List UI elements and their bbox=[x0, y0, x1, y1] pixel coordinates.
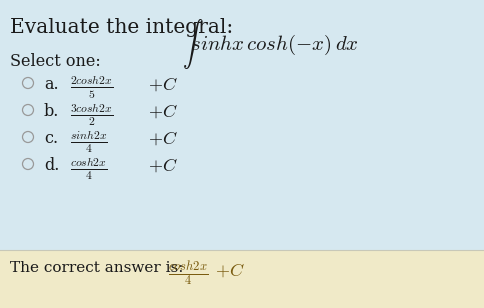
Text: $\frac{\mathit{cosh2x}}{\mathit{4}}$: $\frac{\mathit{cosh2x}}{\mathit{4}}$ bbox=[167, 260, 208, 288]
Text: $+ C$: $+ C$ bbox=[148, 76, 177, 94]
Text: b.: b. bbox=[44, 103, 59, 120]
Text: The correct answer is:: The correct answer is: bbox=[10, 261, 188, 275]
Text: $\frac{\mathit{sinh2x}}{\mathit{4}}$: $\frac{\mathit{sinh2x}}{\mathit{4}}$ bbox=[70, 128, 107, 155]
Text: $\frac{\mathit{2cosh2x}}{\mathit{5}}$: $\frac{\mathit{2cosh2x}}{\mathit{5}}$ bbox=[70, 74, 113, 101]
Text: $\int\!\mathit{sinhx}\,\mathit{cosh}(-x)\,dx$: $\int\!\mathit{sinhx}\,\mathit{cosh}(-x)… bbox=[182, 17, 358, 71]
Text: c.: c. bbox=[44, 130, 58, 147]
Text: d.: d. bbox=[44, 157, 59, 174]
Bar bbox=[0, 250, 484, 308]
Text: $+ C$: $+ C$ bbox=[148, 103, 177, 121]
Text: a.: a. bbox=[44, 76, 59, 93]
Text: $+ C$: $+ C$ bbox=[148, 130, 177, 148]
Text: $\frac{\mathit{cosh2x}}{\mathit{4}}$: $\frac{\mathit{cosh2x}}{\mathit{4}}$ bbox=[70, 155, 107, 182]
Text: Evaluate the integral:: Evaluate the integral: bbox=[10, 18, 239, 37]
Text: $\frac{\mathit{3cosh2x}}{\mathit{2}}$: $\frac{\mathit{3cosh2x}}{\mathit{2}}$ bbox=[70, 101, 113, 128]
Text: $+ C$: $+ C$ bbox=[214, 262, 244, 280]
Text: $+ C$: $+ C$ bbox=[148, 157, 177, 175]
Text: Select one:: Select one: bbox=[10, 53, 101, 70]
